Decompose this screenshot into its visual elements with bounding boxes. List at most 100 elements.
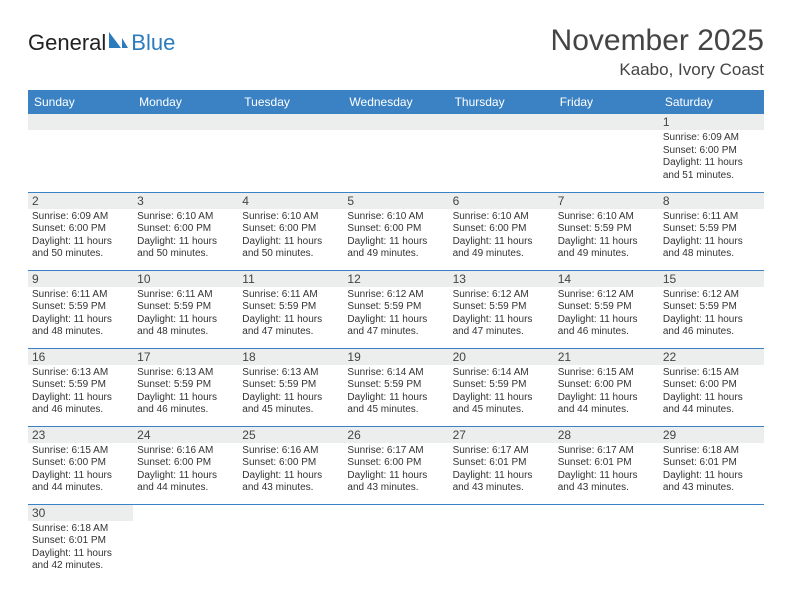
- day-details: Sunrise: 6:15 AMSunset: 6:00 PMDaylight:…: [554, 365, 659, 421]
- sunrise-line: Sunrise: 6:10 AM: [558, 211, 655, 224]
- day-number: 1: [659, 114, 764, 130]
- day-number: 18: [238, 349, 343, 365]
- calendar-cell: 22Sunrise: 6:15 AMSunset: 6:00 PMDayligh…: [659, 348, 764, 426]
- day-number: 5: [343, 193, 448, 209]
- day-number: 24: [133, 427, 238, 443]
- calendar-cell: [238, 114, 343, 192]
- sunset-line: Sunset: 5:59 PM: [32, 379, 129, 392]
- day-number: 14: [554, 271, 659, 287]
- day-number: 23: [28, 427, 133, 443]
- calendar-cell: 26Sunrise: 6:17 AMSunset: 6:00 PMDayligh…: [343, 426, 448, 504]
- calendar-cell: 24Sunrise: 6:16 AMSunset: 6:00 PMDayligh…: [133, 426, 238, 504]
- calendar-cell: [659, 504, 764, 582]
- sunset-line: Sunset: 6:01 PM: [663, 457, 760, 470]
- sunset-line: Sunset: 5:59 PM: [242, 379, 339, 392]
- daylight-line: Daylight: 11 hours and 50 minutes.: [137, 236, 234, 261]
- sunrise-line: Sunrise: 6:12 AM: [453, 289, 550, 302]
- day-details: Sunrise: 6:10 AMSunset: 6:00 PMDaylight:…: [238, 209, 343, 265]
- day-number: 4: [238, 193, 343, 209]
- daylight-line: Daylight: 11 hours and 47 minutes.: [242, 314, 339, 339]
- day-number: 2: [28, 193, 133, 209]
- calendar-cell: 1Sunrise: 6:09 AMSunset: 6:00 PMDaylight…: [659, 114, 764, 192]
- sunset-line: Sunset: 6:00 PM: [242, 223, 339, 236]
- calendar-cell: [449, 114, 554, 192]
- day-details: Sunrise: 6:13 AMSunset: 5:59 PMDaylight:…: [133, 365, 238, 421]
- sunset-line: Sunset: 5:59 PM: [347, 301, 444, 314]
- day-details: Sunrise: 6:10 AMSunset: 6:00 PMDaylight:…: [449, 209, 554, 265]
- calendar-cell: 7Sunrise: 6:10 AMSunset: 5:59 PMDaylight…: [554, 192, 659, 270]
- empty-daynum: [449, 114, 554, 130]
- sunset-line: Sunset: 6:01 PM: [453, 457, 550, 470]
- calendar-cell: 28Sunrise: 6:17 AMSunset: 6:01 PMDayligh…: [554, 426, 659, 504]
- sunset-line: Sunset: 6:00 PM: [663, 145, 760, 158]
- calendar-cell: 11Sunrise: 6:11 AMSunset: 5:59 PMDayligh…: [238, 270, 343, 348]
- day-details: Sunrise: 6:17 AMSunset: 6:01 PMDaylight:…: [449, 443, 554, 499]
- calendar-cell: [133, 114, 238, 192]
- sunrise-line: Sunrise: 6:11 AM: [32, 289, 129, 302]
- sunset-line: Sunset: 6:00 PM: [347, 223, 444, 236]
- day-details: Sunrise: 6:13 AMSunset: 5:59 PMDaylight:…: [238, 365, 343, 421]
- day-number: 20: [449, 349, 554, 365]
- calendar-cell: 21Sunrise: 6:15 AMSunset: 6:00 PMDayligh…: [554, 348, 659, 426]
- weekday-header: Sunday: [28, 90, 133, 114]
- calendar-cell: 17Sunrise: 6:13 AMSunset: 5:59 PMDayligh…: [133, 348, 238, 426]
- day-number: 30: [28, 505, 133, 521]
- calendar-row: 16Sunrise: 6:13 AMSunset: 5:59 PMDayligh…: [28, 348, 764, 426]
- sunrise-line: Sunrise: 6:15 AM: [32, 445, 129, 458]
- month-title: November 2025: [551, 24, 764, 58]
- sunrise-line: Sunrise: 6:13 AM: [137, 367, 234, 380]
- daylight-line: Daylight: 11 hours and 43 minutes.: [663, 470, 760, 495]
- day-number: 26: [343, 427, 448, 443]
- sunrise-line: Sunrise: 6:11 AM: [663, 211, 760, 224]
- day-details: Sunrise: 6:16 AMSunset: 6:00 PMDaylight:…: [133, 443, 238, 499]
- day-details: Sunrise: 6:18 AMSunset: 6:01 PMDaylight:…: [28, 521, 133, 577]
- daylight-line: Daylight: 11 hours and 50 minutes.: [242, 236, 339, 261]
- daylight-line: Daylight: 11 hours and 51 minutes.: [663, 157, 760, 182]
- daylight-line: Daylight: 11 hours and 43 minutes.: [558, 470, 655, 495]
- calendar-row: 30Sunrise: 6:18 AMSunset: 6:01 PMDayligh…: [28, 504, 764, 582]
- sunset-line: Sunset: 5:59 PM: [242, 301, 339, 314]
- sunrise-line: Sunrise: 6:15 AM: [663, 367, 760, 380]
- logo: General Blue: [28, 24, 175, 56]
- sunset-line: Sunset: 6:00 PM: [558, 379, 655, 392]
- sunrise-line: Sunrise: 6:18 AM: [32, 523, 129, 536]
- sunrise-line: Sunrise: 6:14 AM: [453, 367, 550, 380]
- day-details: Sunrise: 6:14 AMSunset: 5:59 PMDaylight:…: [449, 365, 554, 421]
- logo-word1: General: [28, 30, 106, 56]
- day-details: Sunrise: 6:11 AMSunset: 5:59 PMDaylight:…: [238, 287, 343, 343]
- day-details: Sunrise: 6:10 AMSunset: 6:00 PMDaylight:…: [343, 209, 448, 265]
- sunrise-line: Sunrise: 6:09 AM: [32, 211, 129, 224]
- daylight-line: Daylight: 11 hours and 45 minutes.: [347, 392, 444, 417]
- daylight-line: Daylight: 11 hours and 46 minutes.: [137, 392, 234, 417]
- day-details: Sunrise: 6:12 AMSunset: 5:59 PMDaylight:…: [659, 287, 764, 343]
- calendar-row: 1Sunrise: 6:09 AMSunset: 6:00 PMDaylight…: [28, 114, 764, 192]
- day-details: Sunrise: 6:14 AMSunset: 5:59 PMDaylight:…: [343, 365, 448, 421]
- calendar-table: Sunday Monday Tuesday Wednesday Thursday…: [28, 90, 764, 582]
- day-number: 6: [449, 193, 554, 209]
- daylight-line: Daylight: 11 hours and 43 minutes.: [242, 470, 339, 495]
- weekday-header: Friday: [554, 90, 659, 114]
- day-number: 29: [659, 427, 764, 443]
- calendar-cell: 20Sunrise: 6:14 AMSunset: 5:59 PMDayligh…: [449, 348, 554, 426]
- daylight-line: Daylight: 11 hours and 50 minutes.: [32, 236, 129, 261]
- sunset-line: Sunset: 6:00 PM: [137, 457, 234, 470]
- sunrise-line: Sunrise: 6:10 AM: [242, 211, 339, 224]
- calendar-body: 1Sunrise: 6:09 AMSunset: 6:00 PMDaylight…: [28, 114, 764, 582]
- day-details: Sunrise: 6:15 AMSunset: 6:00 PMDaylight:…: [28, 443, 133, 499]
- empty-daynum: [28, 114, 133, 130]
- weekday-header-row: Sunday Monday Tuesday Wednesday Thursday…: [28, 90, 764, 114]
- calendar-cell: 23Sunrise: 6:15 AMSunset: 6:00 PMDayligh…: [28, 426, 133, 504]
- sunset-line: Sunset: 5:59 PM: [453, 379, 550, 392]
- daylight-line: Daylight: 11 hours and 43 minutes.: [453, 470, 550, 495]
- calendar-cell: 25Sunrise: 6:16 AMSunset: 6:00 PMDayligh…: [238, 426, 343, 504]
- sunrise-line: Sunrise: 6:11 AM: [137, 289, 234, 302]
- daylight-line: Daylight: 11 hours and 42 minutes.: [32, 548, 129, 573]
- empty-daynum: [554, 114, 659, 130]
- day-number: 9: [28, 271, 133, 287]
- day-details: Sunrise: 6:11 AMSunset: 5:59 PMDaylight:…: [133, 287, 238, 343]
- weekday-header: Wednesday: [343, 90, 448, 114]
- sunset-line: Sunset: 6:00 PM: [32, 457, 129, 470]
- weekday-header: Thursday: [449, 90, 554, 114]
- day-details: Sunrise: 6:12 AMSunset: 5:59 PMDaylight:…: [554, 287, 659, 343]
- day-number: 17: [133, 349, 238, 365]
